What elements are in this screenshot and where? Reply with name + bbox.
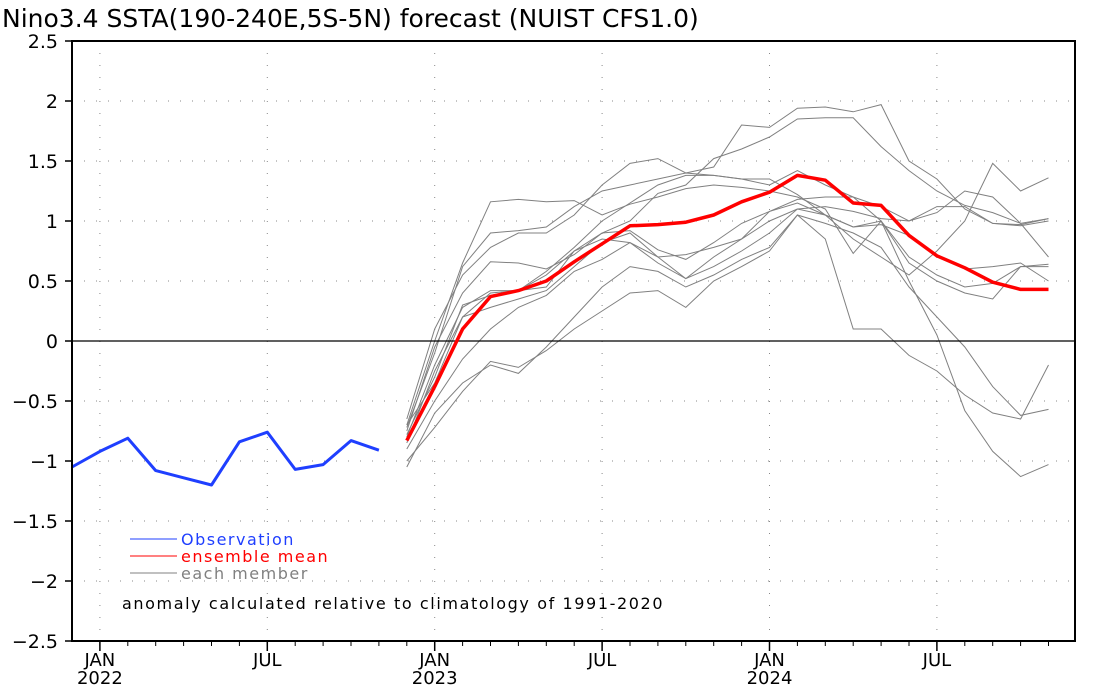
y-tick-label: 1.5 (28, 151, 58, 173)
legend-label-ensemble-mean: ensemble mean (181, 547, 329, 566)
member-line (406, 184, 1049, 478)
y-tick-label: 0 (46, 331, 58, 353)
observation-line (71, 430, 380, 487)
member-line (406, 104, 1049, 420)
x-tick-label-year: 2024 (747, 668, 793, 686)
member-line (406, 202, 1049, 426)
x-tick-label-month: JUL (252, 650, 282, 671)
member-line (406, 214, 1049, 468)
y-tick-label: −2.5 (12, 631, 58, 653)
x-tick-label-month: JAN (418, 650, 450, 671)
climatology-note: anomaly calculated relative to climatolo… (122, 594, 664, 613)
member-line (406, 117, 1049, 432)
y-tick-label: 2.5 (28, 31, 58, 53)
member-lines (406, 104, 1049, 478)
y-tick-label: 2 (46, 91, 58, 113)
y-tick-label: −2 (30, 571, 58, 593)
y-axis: 2.5 2 1.5 1 0.5 0 −0.5 −1 −1.5 −2 −2.5 (12, 31, 72, 653)
chart-title: Nino3.4 SSTA(190-240E,5S-5N) forecast (N… (2, 4, 699, 33)
y-tick-label: 1 (46, 211, 58, 233)
x-tick-label-year: 2023 (412, 668, 458, 686)
legend-label-member: each member (181, 564, 309, 583)
member-line (406, 162, 1049, 428)
y-tick-label: −1 (30, 451, 58, 473)
member-line (406, 214, 1049, 462)
x-tick-label-year: 2022 (77, 668, 123, 686)
legend-label-observation: Observation (181, 530, 295, 549)
member-line (406, 208, 1049, 450)
series-lines (71, 173, 1049, 487)
x-tick-label-month: JAN (753, 650, 785, 671)
x-tick-label-month: JAN (84, 650, 116, 671)
y-tick-label: −0.5 (12, 391, 58, 413)
y-tick-label: −1.5 (12, 511, 58, 533)
x-tick-label-month: JUL (587, 650, 617, 671)
ensemble-mean-line (405, 173, 1049, 442)
x-tick-label-month: JUL (922, 650, 952, 671)
legend: Observation ensemble mean each member (130, 530, 329, 583)
y-tick-label: 0.5 (28, 271, 58, 293)
